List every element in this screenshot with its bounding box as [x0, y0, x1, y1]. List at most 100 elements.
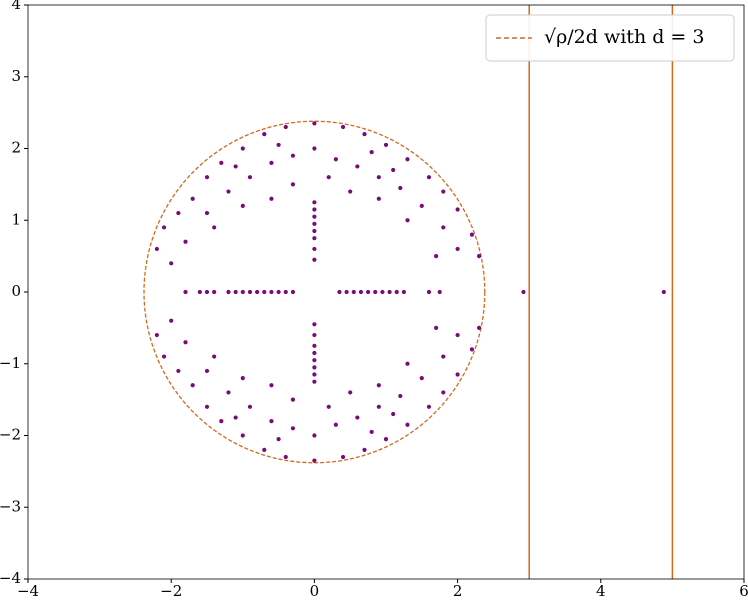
point [383, 436, 389, 442]
point [190, 196, 195, 201]
point [398, 185, 403, 191]
point [312, 200, 317, 205]
point [383, 142, 389, 148]
point [219, 160, 224, 165]
y-tick-label: 1 [11, 210, 21, 228]
point [262, 132, 267, 137]
point [376, 196, 381, 201]
point [405, 157, 410, 162]
point [154, 246, 159, 252]
point [312, 236, 317, 241]
point [344, 289, 349, 295]
point [455, 246, 460, 252]
point [373, 289, 378, 295]
x-tick-label: 0 [310, 582, 320, 600]
legend-box [485, 14, 735, 62]
point [262, 289, 267, 295]
point [312, 332, 317, 338]
point [247, 175, 253, 180]
point [437, 289, 442, 295]
point [340, 454, 346, 460]
point [269, 289, 274, 295]
point [204, 175, 210, 180]
point [290, 397, 296, 402]
point [233, 289, 238, 295]
point [366, 289, 371, 295]
point [290, 426, 296, 431]
point [212, 225, 217, 230]
point [312, 433, 317, 438]
point [212, 354, 217, 359]
point [283, 289, 288, 295]
point [391, 411, 396, 417]
point [312, 207, 317, 212]
point [240, 289, 245, 295]
point [426, 175, 432, 180]
point [190, 383, 195, 388]
point [337, 289, 342, 295]
point [419, 376, 424, 381]
point [312, 228, 317, 234]
point [376, 383, 381, 388]
point [355, 164, 360, 169]
point [276, 142, 281, 148]
y-tick-label: 0 [11, 282, 21, 300]
point [204, 289, 210, 295]
point [312, 458, 317, 463]
point [326, 404, 331, 409]
point [469, 232, 475, 237]
point [362, 447, 367, 452]
x-tick-label: −4 [17, 582, 39, 600]
point [455, 207, 460, 212]
point [204, 404, 210, 409]
y-tick-label: 2 [11, 139, 21, 157]
point [283, 454, 288, 460]
point [476, 325, 482, 330]
point [351, 289, 356, 295]
point [455, 372, 460, 377]
point [312, 121, 317, 126]
point [434, 254, 439, 259]
point [269, 196, 274, 201]
point [219, 419, 224, 424]
point [455, 332, 460, 338]
point [340, 124, 346, 130]
point [176, 210, 181, 216]
point [441, 390, 446, 395]
point [269, 419, 274, 424]
point [312, 343, 317, 348]
point [247, 289, 253, 295]
point [476, 254, 482, 259]
point [405, 361, 410, 366]
point [312, 372, 317, 377]
point [240, 376, 245, 381]
point [369, 149, 374, 155]
x-tick-label: 4 [596, 582, 606, 600]
point [394, 289, 399, 295]
point [355, 415, 360, 420]
point [154, 332, 159, 338]
y-tick-label: 4 [11, 0, 21, 13]
point [269, 383, 274, 388]
point [169, 261, 174, 266]
point [161, 354, 167, 359]
point [380, 289, 385, 295]
x-tick-label: 6 [739, 582, 748, 600]
x-tick-label: 2 [453, 582, 463, 600]
point [426, 289, 432, 295]
point [197, 289, 202, 295]
point [276, 289, 281, 295]
y-tick-label: −3 [0, 497, 21, 515]
point [240, 203, 245, 208]
y-tick-label: −4 [0, 569, 21, 587]
point [312, 358, 317, 363]
point [401, 289, 406, 295]
point [441, 354, 446, 359]
point [398, 393, 403, 399]
point [312, 322, 317, 327]
point [161, 225, 167, 230]
point [290, 289, 296, 295]
point [255, 289, 260, 295]
point [276, 436, 281, 442]
x-tick-label: −2 [160, 582, 182, 600]
